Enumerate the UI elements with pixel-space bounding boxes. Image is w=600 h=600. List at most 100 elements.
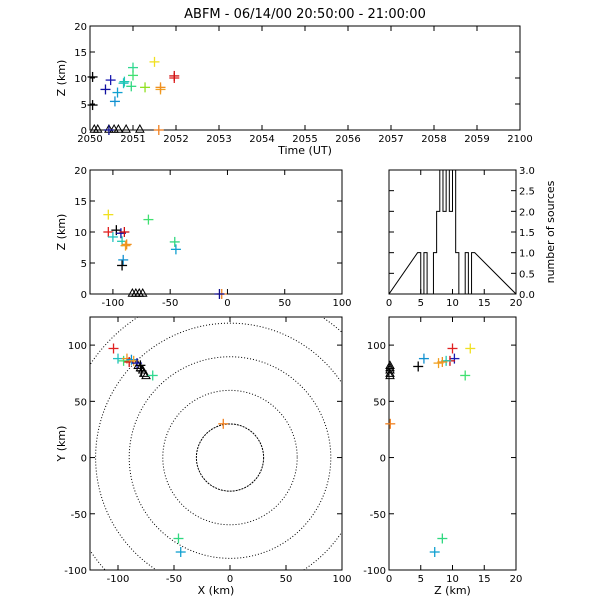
y-tick-label: 20 bbox=[74, 166, 87, 177]
station-triangle bbox=[121, 123, 131, 133]
plot-frame bbox=[388, 316, 517, 571]
x-tick-label: 2053 bbox=[206, 134, 231, 145]
x-tick-label: 15 bbox=[478, 298, 491, 309]
range-ring bbox=[162, 389, 298, 526]
data-point bbox=[449, 353, 460, 364]
y-tick-label: 0 bbox=[380, 454, 386, 465]
x-tick-label: 10 bbox=[446, 574, 459, 585]
data-point bbox=[119, 227, 130, 237]
range-ring bbox=[128, 356, 332, 559]
y-tick-label: 2.5 bbox=[519, 187, 535, 198]
y-tick-label: -100 bbox=[64, 566, 87, 577]
data-point bbox=[413, 361, 424, 372]
data-point bbox=[87, 100, 98, 111]
data-point bbox=[147, 370, 158, 381]
station-triangle bbox=[385, 368, 395, 377]
station-triangle bbox=[385, 364, 395, 374]
y-tick-label: 0 bbox=[81, 454, 87, 465]
panel-time_height: 2050 2051 2052 2053 2054 2055 2056 2057 2058 2059… bbox=[55, 22, 533, 157]
data-point bbox=[121, 239, 132, 250]
x-axis-label: Z (km) bbox=[434, 584, 471, 597]
data-point bbox=[118, 254, 129, 265]
range-ring bbox=[95, 322, 342, 570]
x-tick-label: 10 bbox=[446, 298, 459, 309]
data-point bbox=[113, 353, 123, 364]
data-point bbox=[126, 354, 137, 365]
data-point bbox=[175, 547, 186, 558]
histogram-bar bbox=[449, 211, 452, 294]
station-triangle bbox=[92, 123, 103, 133]
x-tick-label: 15 bbox=[478, 574, 491, 585]
y-tick-label: 0.0 bbox=[519, 290, 535, 301]
x-tick-label: 50 bbox=[280, 574, 293, 585]
station-triangle bbox=[385, 370, 395, 380]
station-triangle bbox=[135, 123, 145, 133]
data-point bbox=[124, 356, 135, 367]
x-tick-label: 20 bbox=[510, 574, 523, 585]
y-tick-label: 1.5 bbox=[519, 228, 535, 239]
data-point bbox=[112, 87, 123, 98]
x-tick-label: 0 bbox=[386, 574, 392, 585]
x-tick-label: 0 bbox=[227, 574, 233, 585]
data-point bbox=[120, 240, 131, 251]
y-tick-label: 0 bbox=[81, 290, 87, 301]
chart-title: ABFM - 06/14/00 20:50:00 - 21:00:00 bbox=[184, 7, 426, 22]
x-tick-label: 5 bbox=[418, 298, 424, 309]
data-point bbox=[143, 214, 154, 225]
y-tick-label: 100 bbox=[68, 341, 87, 352]
data-point bbox=[103, 209, 114, 220]
data-point bbox=[465, 343, 476, 354]
x-axis-label: X (km) bbox=[198, 584, 235, 597]
y-tick-label: 50 bbox=[74, 397, 87, 408]
x-tick-label: 0 bbox=[386, 298, 392, 309]
y-axis-label: Z (km) bbox=[55, 214, 68, 251]
panel-x_height: -100 -50 0 50 100 0 5 10 15 20 Z (km) bbox=[55, 166, 352, 309]
panels: 2050 2051 2052 2053 2054 2055 2056 2057 2058 2059… bbox=[55, 22, 557, 597]
data-point bbox=[214, 289, 225, 299]
station-triangle bbox=[137, 287, 148, 297]
plot-area bbox=[90, 317, 342, 570]
x-tick-label: 2051 bbox=[120, 134, 145, 145]
x-tick-label: 2058 bbox=[421, 134, 446, 145]
y-tick-label: 50 bbox=[373, 397, 386, 408]
y-axis-label: Z (km) bbox=[55, 60, 68, 97]
y-tick-label: 15 bbox=[74, 197, 87, 208]
x-tick-label: -50 bbox=[162, 298, 178, 309]
plot-frame bbox=[89, 25, 521, 131]
panel-height_y: 0 5 10 15 20 -100 -50 0 50 100 Z (km) bbox=[363, 316, 523, 597]
data-point bbox=[433, 358, 444, 369]
data-point bbox=[385, 418, 396, 429]
data-point bbox=[140, 82, 151, 93]
x-tick-label: -100 bbox=[107, 574, 130, 585]
panel-height_histogram: 0 5 10 15 200.0 0.5 1.0 1.5 2.0 2.5 3.0 number of s… bbox=[386, 166, 557, 309]
y-tick-label: -50 bbox=[370, 510, 386, 521]
x-tick-label: 5 bbox=[418, 574, 424, 585]
data-point bbox=[103, 125, 114, 135]
station-triangle bbox=[113, 123, 124, 133]
x-tick-label: 2056 bbox=[335, 134, 360, 145]
data-point bbox=[117, 260, 128, 271]
data-point bbox=[460, 370, 471, 381]
y-tick-label: 20 bbox=[74, 22, 87, 33]
data-point bbox=[100, 84, 111, 95]
data-point bbox=[149, 56, 160, 67]
data-point bbox=[155, 82, 166, 93]
y-tick-label: 5 bbox=[81, 259, 87, 270]
data-point bbox=[108, 343, 119, 354]
data-point bbox=[437, 533, 448, 544]
data-point bbox=[118, 78, 129, 89]
histogram-outline bbox=[389, 170, 516, 294]
data-point bbox=[126, 81, 137, 92]
x-tick-label: 50 bbox=[278, 298, 291, 309]
y-tick-label: 15 bbox=[74, 48, 87, 59]
x-tick-label: 100 bbox=[332, 574, 351, 585]
data-point bbox=[119, 76, 130, 87]
data-point bbox=[429, 547, 440, 558]
y-axis-label: number of sources bbox=[544, 180, 557, 283]
y-tick-label: 100 bbox=[367, 341, 386, 352]
x-tick-label: 2050 bbox=[77, 134, 102, 145]
y-tick-label: 10 bbox=[74, 74, 87, 85]
y-tick-label: 3.0 bbox=[519, 166, 535, 177]
range-ring bbox=[90, 317, 342, 570]
y-tick-label: 1.0 bbox=[519, 249, 535, 260]
